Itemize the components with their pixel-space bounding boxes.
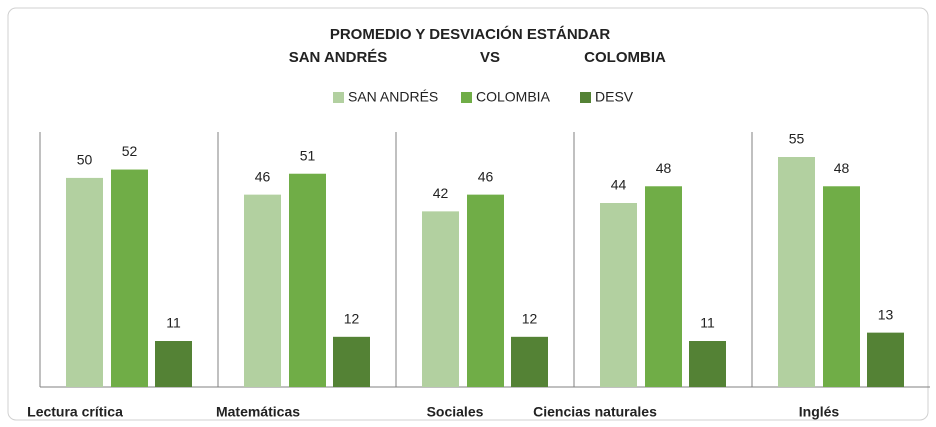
bar (467, 194, 504, 387)
x-tick-label: Inglés (799, 404, 840, 420)
bar (645, 186, 682, 387)
data-label: 50 (77, 152, 93, 168)
data-label: 44 (611, 177, 627, 193)
legend-swatch (333, 92, 344, 103)
bar (111, 169, 148, 387)
bar (511, 336, 548, 387)
bar (600, 203, 637, 387)
legend-label: SAN ANDRÉS (348, 89, 438, 105)
data-label: 52 (122, 143, 138, 159)
data-label: 48 (656, 160, 672, 176)
data-label: 55 (789, 131, 805, 147)
data-label: 46 (255, 168, 271, 184)
x-tick-label: Ciencias naturales (533, 404, 657, 420)
legend-label: COLOMBIA (476, 89, 551, 105)
bar (867, 332, 904, 387)
bar (689, 341, 726, 387)
bar (823, 186, 860, 387)
chart-subtitle: SAN ANDRÉS (289, 49, 388, 66)
data-label: 12 (344, 311, 360, 327)
bar (289, 173, 326, 387)
data-label: 11 (700, 315, 715, 331)
chart-subtitle: COLOMBIA (584, 49, 666, 66)
legend-swatch (461, 92, 472, 103)
data-label: 51 (300, 147, 316, 163)
data-label: 46 (478, 168, 494, 184)
bar (422, 211, 459, 387)
data-label: 42 (433, 185, 449, 201)
bar (66, 177, 103, 387)
data-label: 11 (166, 315, 181, 331)
chart-subtitle: VS (480, 49, 500, 66)
bar (778, 157, 815, 387)
legend-label: DESV (595, 89, 634, 105)
x-tick-label: Matemáticas (216, 404, 300, 420)
bar (155, 341, 192, 387)
data-label: 48 (834, 160, 850, 176)
legend-swatch (580, 92, 591, 103)
data-label: 13 (878, 306, 894, 322)
x-tick-label: Lectura crítica (27, 404, 123, 420)
x-tick-label: Sociales (427, 404, 484, 420)
bar (333, 336, 370, 387)
bar (244, 194, 281, 387)
data-label: 12 (522, 311, 538, 327)
chart-title: PROMEDIO Y DESVIACIÓN ESTÁNDAR (330, 25, 610, 43)
